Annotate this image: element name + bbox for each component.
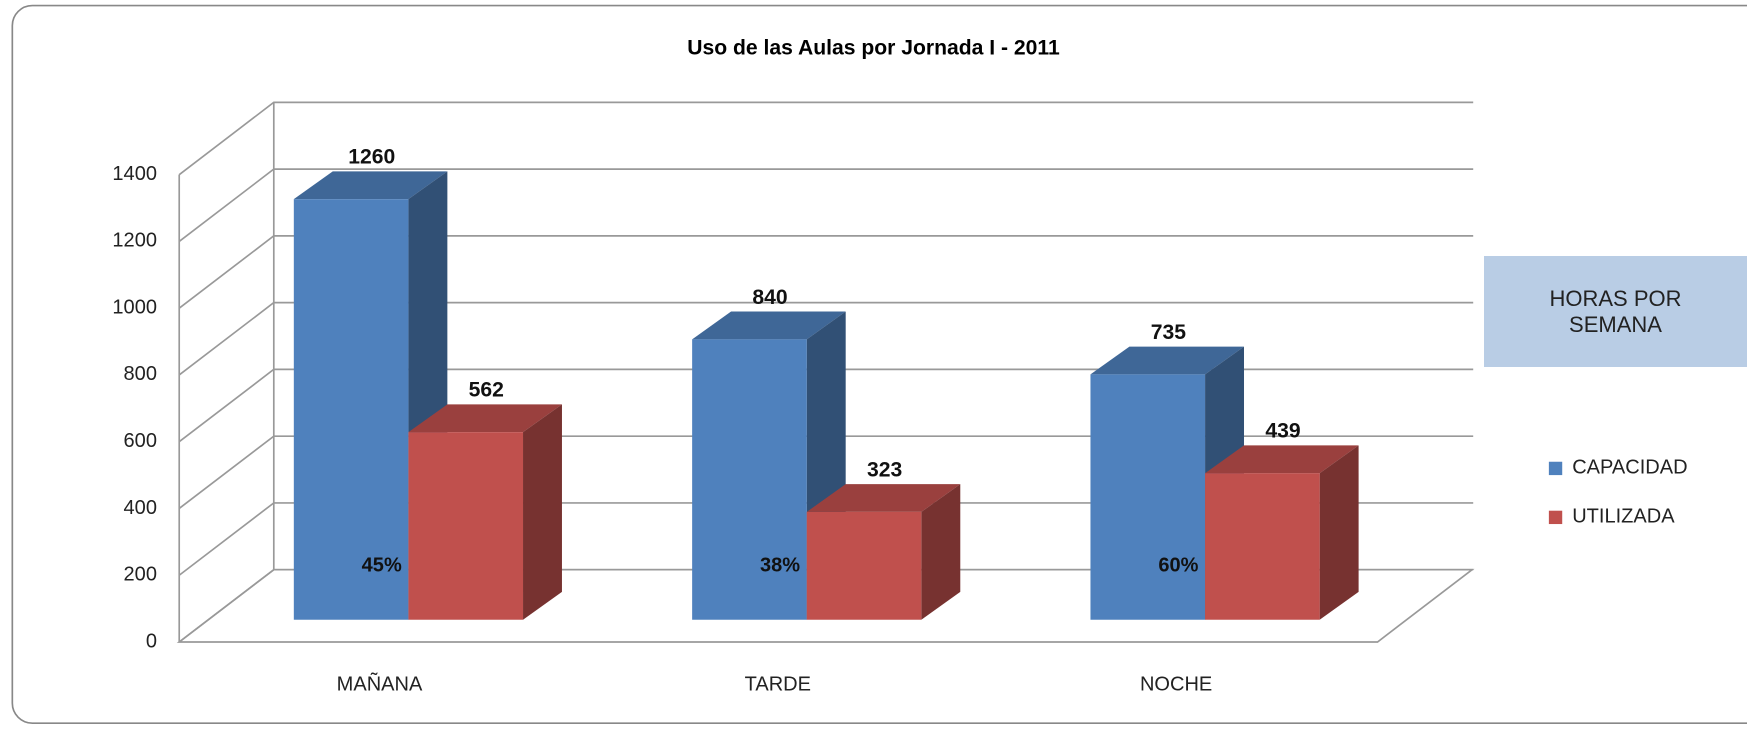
y-tick-label: 0 [146,630,157,652]
bar-top [1090,346,1245,375]
bar-top [806,484,961,512]
annotation: 60% [1158,555,1198,577]
bar-top [1205,445,1359,474]
bar-side [921,484,961,620]
grid-line [178,301,1474,376]
grid-line [178,368,1474,443]
grid-line [178,235,1474,309]
data-label: 439 [1265,420,1300,443]
y-tick-label: 1400 [112,163,157,185]
data-label: 735 [1151,321,1186,344]
bar-top [293,171,448,200]
bar [293,199,409,620]
bar [1205,473,1320,620]
grid-line [178,168,1474,243]
grid-line [178,435,1474,510]
grid-line [178,502,1474,576]
y-tick-label: 1200 [112,230,157,252]
chart-title: Uso de las Aulas por Jornada I - 2011 [687,37,1060,60]
y-tick-label: 600 [124,430,157,452]
bar [408,432,524,620]
y-tick-label: 400 [124,497,157,519]
x-tick-label: NOCHE [1140,674,1212,696]
grid-line [178,101,1474,176]
y-tick-label: 200 [124,564,157,586]
data-label: 323 [867,458,902,481]
legend-title: HORAS POR SEMANA [1484,256,1747,367]
annotation: 38% [760,555,800,577]
data-label: 840 [752,286,787,309]
annotation: 45% [362,555,402,577]
bar-side [523,404,562,620]
legend-label: CAPACIDAD [1572,457,1687,479]
y-tick-label: 800 [124,363,157,385]
bar [806,511,922,620]
bar-top [408,404,562,433]
data-label: 1260 [348,146,395,169]
grid-line [178,568,1474,643]
bar [1090,374,1206,620]
bar-top [692,311,846,340]
bar-side [1319,445,1359,620]
data-label: 562 [469,379,504,402]
legend-swatch [1548,461,1563,476]
legend-swatch [1548,510,1563,525]
x-tick-label: MAÑANA [337,672,423,696]
legend-label: UTILIZADA [1572,506,1675,528]
bar [692,339,807,620]
x-tick-label: TARDE [745,674,811,696]
y-tick-label: 1000 [112,296,157,318]
